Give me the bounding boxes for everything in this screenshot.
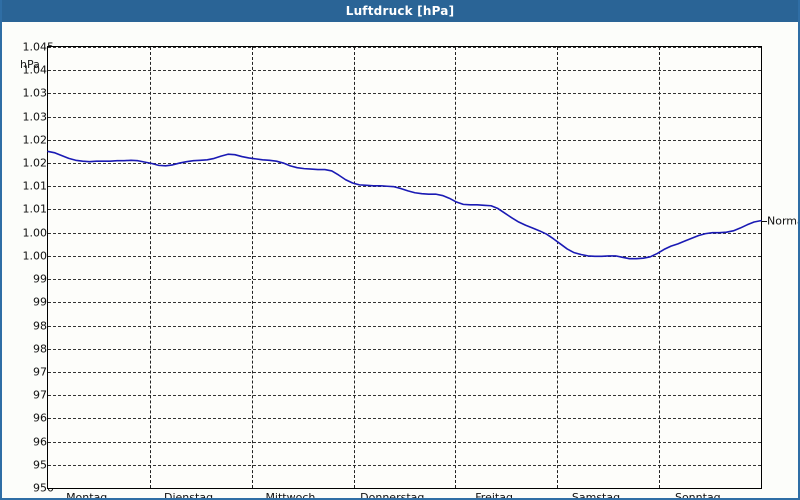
y-axis-tick-label: 1.040 [22, 63, 55, 77]
y-axis-tick-label: 990 [33, 295, 54, 309]
plot-area [47, 46, 762, 489]
gridline-vertical [659, 47, 661, 488]
x-axis-tick-sonntag: Sonntag15.02.15 [647, 491, 749, 500]
gridline-vertical [353, 47, 355, 488]
y-axis-tick-label: 1.015 [22, 179, 55, 193]
y-axis-tick-label: 1.025 [22, 133, 55, 147]
pressure-line-series [47, 150, 762, 260]
x-tick-day: Freitag [475, 491, 513, 500]
y-axis-tick-label: 980 [33, 342, 54, 356]
gridline-horizontal [48, 325, 761, 327]
gridline-horizontal [48, 186, 761, 188]
gridline-vertical [251, 47, 253, 488]
x-axis-tick-samstag: Samstag14.02.15 [545, 491, 647, 500]
gridline-horizontal [48, 139, 761, 141]
gridline-horizontal [48, 464, 761, 466]
y-axis-tick-label: 970 [33, 388, 54, 402]
gridline-horizontal [48, 302, 761, 304]
y-axis-tick-label: 960 [33, 435, 54, 449]
gridline-horizontal [48, 116, 761, 118]
gridline-horizontal [48, 70, 761, 72]
y-axis-tick-label: 965 [33, 411, 54, 425]
page-title: Luftdruck [hPa] [345, 4, 455, 18]
y-axis-tick-label: 1.005 [22, 226, 55, 240]
x-tick-day: Dienstag [164, 491, 214, 500]
y-axis-tick-label: 1.035 [22, 86, 55, 100]
normal-tick-mark [761, 220, 767, 222]
y-axis-tick-label: 1.020 [22, 156, 55, 170]
x-tick-day: Montag [66, 491, 108, 500]
normal-label: Normal [767, 214, 798, 228]
gridline-horizontal [48, 47, 761, 48]
y-axis-tick-label: 985 [33, 319, 54, 333]
gridline-horizontal [48, 395, 761, 397]
x-axis-tick-dienstag: Dienstag10.02.15 [138, 491, 240, 500]
gridline-horizontal [48, 418, 761, 420]
y-axis-tick-label: 1.000 [22, 249, 55, 263]
window-titlebar: Luftdruck [hPa] [2, 0, 798, 22]
y-axis-tick-label: 1.030 [22, 110, 55, 124]
x-tick-day: Mittwoch [265, 491, 316, 500]
x-tick-day: Donnerstag [360, 491, 425, 500]
x-axis-tick-donnerstag: Donnerstag12.02.15 [341, 491, 443, 500]
y-axis-tick-label: 955 [33, 458, 54, 472]
gridline-horizontal [48, 348, 761, 350]
gridline-horizontal [48, 232, 761, 234]
y-axis-tick-label: 995 [33, 272, 54, 286]
gridline-vertical [557, 47, 559, 488]
gridline-horizontal [48, 441, 761, 443]
y-axis-tick-label: 1.045 [22, 40, 55, 54]
gridline-horizontal [48, 209, 761, 211]
x-axis-tick-montag: Montag09.02.15 [36, 491, 138, 500]
y-axis-tick-label: 975 [33, 365, 54, 379]
x-tick-day: Sonntag [674, 491, 721, 500]
y-axis-tick-label: 1.010 [22, 202, 55, 216]
gridline-vertical [149, 47, 151, 488]
y-axis-unit-label: hPa [20, 58, 40, 71]
gridline-horizontal [48, 255, 761, 257]
gridline-vertical [455, 47, 457, 488]
gridline-horizontal [48, 93, 761, 95]
gridline-horizontal [48, 163, 761, 165]
gridline-horizontal [48, 279, 761, 281]
x-axis-tick-freitag: Freitag13.02.15 [443, 491, 545, 500]
x-axis-tick-mittwoch: Mittwoch11.02.15 [239, 491, 341, 500]
x-tick-day: Samstag [571, 491, 621, 500]
chart-area: hPa 1.045 1.040 1.035 1.030 1.025 1.020 1.015 1… [2, 22, 798, 498]
gridline-horizontal [48, 371, 761, 373]
